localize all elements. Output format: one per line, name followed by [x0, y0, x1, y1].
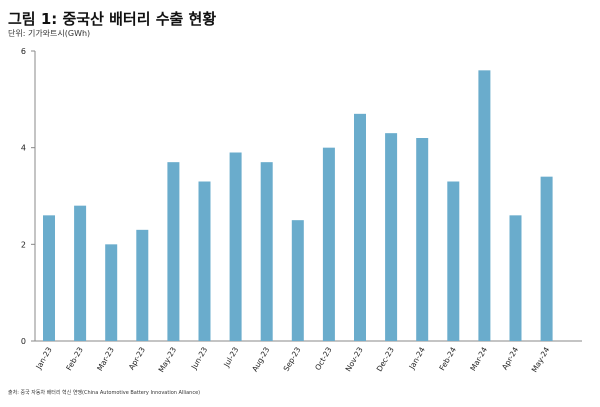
y-tick-label: 4 [21, 144, 26, 153]
bar-May-24 [540, 176, 553, 341]
chart-title: 그림 1: 중국산 배터리 수출 현황 [8, 10, 217, 28]
x-tick-label: Jul-23 [221, 345, 240, 369]
bar-Mar-23 [105, 244, 118, 341]
source-note: 출처: 중국 자동차 배터리 혁신 연맹(China Automotive Ba… [8, 390, 201, 396]
x-tick-label: Aug-23 [250, 345, 271, 373]
x-tick-label: Dec-23 [375, 345, 396, 373]
bar-Jul-23 [229, 152, 242, 341]
x-tick-label: Jun-23 [189, 345, 209, 371]
bar-Feb-24 [447, 181, 460, 341]
x-tick-label: Mar-23 [95, 345, 116, 372]
unit-label: 단위: 기가와트시(GWh) [8, 29, 91, 38]
bar-Jan-23 [43, 215, 55, 341]
bar-Apr-23 [136, 229, 149, 341]
x-tick-label: Feb-23 [64, 345, 85, 372]
x-tick-label: Sep-23 [282, 345, 303, 373]
bar-May-23 [167, 162, 180, 341]
x-tick-label: Apr-23 [127, 345, 147, 371]
x-tick-label: Apr-24 [500, 345, 520, 371]
bar-Jun-23 [198, 181, 211, 341]
bar-Sep-23 [291, 220, 304, 341]
y-tick-label: 6 [21, 47, 26, 56]
bar-Oct-23 [322, 147, 335, 341]
x-tick-label: Jan-24 [407, 345, 427, 371]
bar-Apr-24 [509, 215, 522, 341]
y-tick-label: 0 [21, 337, 26, 346]
bar-Jan-24 [416, 138, 429, 341]
x-tick-label: Nov-23 [344, 345, 365, 373]
bar-Feb-23 [74, 205, 87, 341]
x-tick-label: May-23 [157, 345, 179, 374]
y-tick-label: 2 [21, 240, 26, 249]
bar-Mar-24 [478, 70, 491, 341]
x-tick-label: Jan-23 [34, 345, 54, 371]
x-tick-label: May-24 [530, 345, 552, 374]
bar-Dec-23 [385, 133, 398, 341]
x-tick-label: Feb-24 [437, 345, 458, 372]
x-tick-label: Oct-23 [313, 345, 334, 372]
bar-Aug-23 [260, 162, 273, 341]
x-tick-label: Mar-24 [468, 345, 489, 372]
bar-Nov-23 [354, 113, 366, 341]
